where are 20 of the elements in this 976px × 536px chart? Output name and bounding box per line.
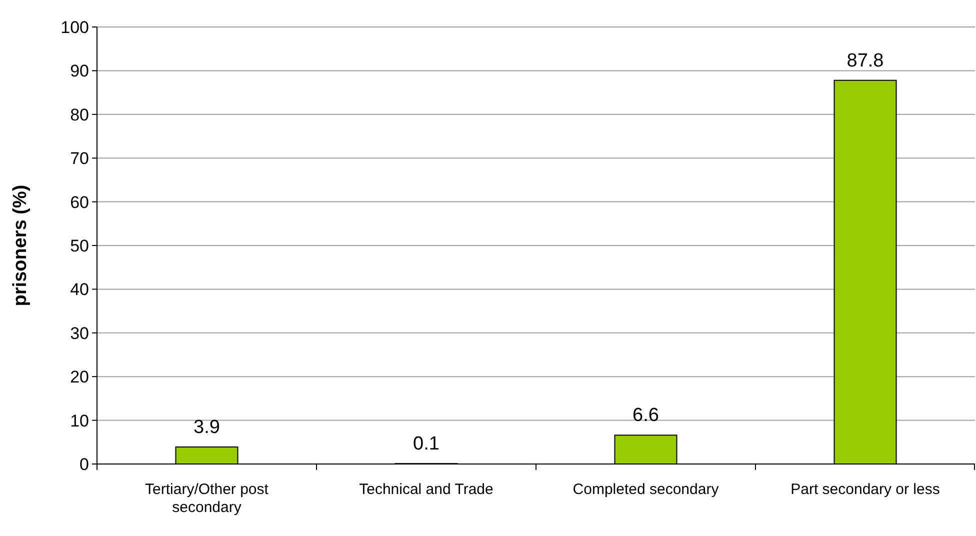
y-tick-label: 20 <box>70 368 89 387</box>
y-tick-label: 80 <box>70 105 89 124</box>
y-tick-label: 40 <box>70 280 89 300</box>
y-tick-label: 10 <box>70 411 89 430</box>
y-axis-title: prisoners (%) <box>10 184 31 306</box>
data-label: 6.6 <box>632 405 659 426</box>
y-tick-label: 100 <box>60 18 89 37</box>
x-tick-label: Tertiary/Other post secondary <box>145 481 270 516</box>
y-tick-label: 0 <box>80 454 89 474</box>
y-tick-label: 50 <box>70 236 89 256</box>
y-tick-label: 90 <box>70 62 89 81</box>
y-tick-label: 60 <box>70 192 89 212</box>
x-tick-label: Part secondary or less <box>790 481 940 498</box>
y-tick-label: 30 <box>70 324 89 343</box>
x-tick-label: Technical and Trade <box>359 481 494 498</box>
data-label: 0.1 <box>413 434 440 455</box>
y-tick-label: 70 <box>70 149 89 168</box>
data-label: 3.9 <box>194 416 220 438</box>
data-label: 87.8 <box>846 50 884 72</box>
x-tick-label: Completed secondary <box>572 481 720 498</box>
